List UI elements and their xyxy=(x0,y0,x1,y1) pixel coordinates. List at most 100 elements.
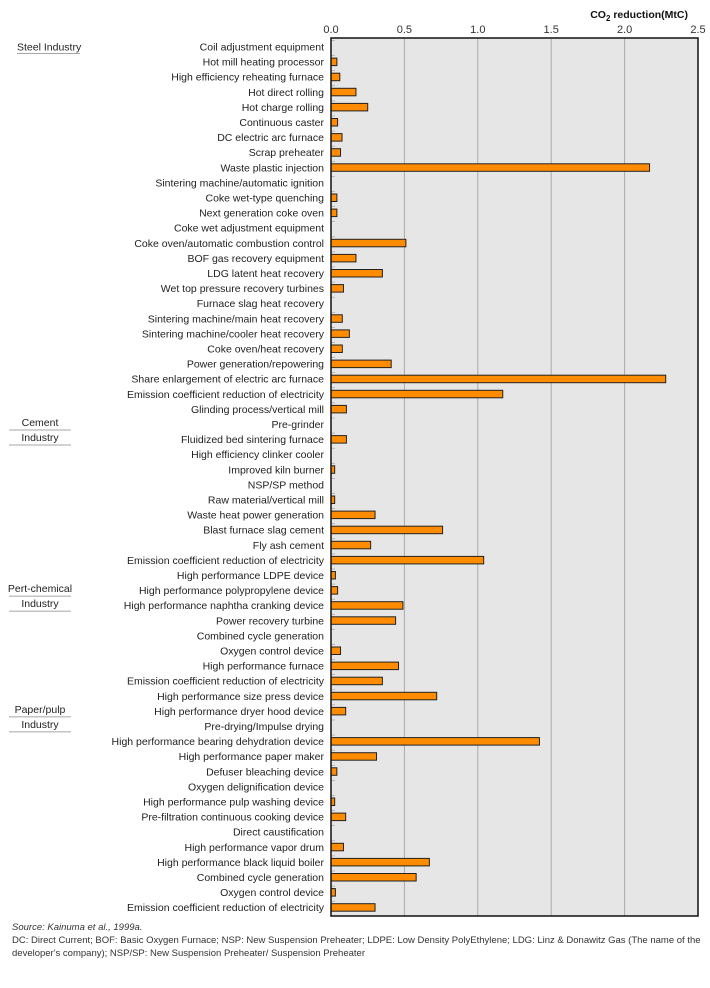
category-label: Fluidized bed sintering furnace xyxy=(181,434,324,446)
category-label: Oxygen control device xyxy=(220,887,324,899)
chart-notes: Source: Kainuma et al., 1999a. DC: Direc… xyxy=(12,921,702,960)
category-label: Emission coefficient reduction of electr… xyxy=(127,676,325,688)
category-label: Coke oven/heat recovery xyxy=(207,344,324,356)
group-label: Industry xyxy=(21,719,59,731)
bar xyxy=(330,148,342,157)
bar xyxy=(330,57,338,67)
bar xyxy=(330,72,341,82)
bar xyxy=(330,737,540,746)
bar xyxy=(330,329,350,338)
bar xyxy=(330,601,404,610)
bar xyxy=(330,284,344,293)
category-label: Coke wet-type quenching xyxy=(206,193,325,205)
category-label: Sintering machine/cooler heat recovery xyxy=(142,328,325,340)
category-label: Emission coefficient reduction of electr… xyxy=(127,389,325,401)
bar xyxy=(330,133,343,142)
x-tick-label: 1.5 xyxy=(544,24,559,36)
x-tick-label: 0.5 xyxy=(397,24,412,36)
category-label: Coil adjustment equipment xyxy=(200,42,324,54)
bar xyxy=(330,525,444,535)
x-tick-label: 2.5 xyxy=(690,24,705,36)
bar xyxy=(330,118,339,127)
category-label: High performance bearing dehydration dev… xyxy=(112,736,325,748)
group-label: Cement xyxy=(22,417,59,429)
bar xyxy=(330,208,338,218)
bar xyxy=(330,812,347,822)
category-label: Defuser bleaching device xyxy=(206,766,324,778)
bar xyxy=(330,616,397,625)
bar xyxy=(330,344,343,353)
category-label: Hot charge rolling xyxy=(242,102,324,114)
bar xyxy=(330,404,347,414)
bar xyxy=(330,661,400,671)
category-label: Combined cycle generation xyxy=(197,872,324,884)
category-label: Coke oven/automatic combustion control xyxy=(134,238,324,250)
category-label: Wet top pressure recovery turbines xyxy=(161,283,324,295)
bar xyxy=(330,193,338,202)
category-label: Emission coefficient reduction of electr… xyxy=(127,902,325,914)
bar xyxy=(330,540,372,550)
category-label: Continuous caster xyxy=(239,117,324,129)
bar xyxy=(330,752,378,761)
category-label: Coke wet adjustment equipment xyxy=(174,223,324,235)
bar xyxy=(330,857,430,867)
co2-reduction-bar-chart: 0.0 0.5 1.0 1.5 2.0 2.5 Coil adjustment equip… xyxy=(8,9,706,917)
abbreviations-note: DC: Direct Current; BOF: Basic Oxygen Fu… xyxy=(12,935,701,959)
category-label: Pre-filtration continuous cooking device xyxy=(141,812,324,824)
x-tick-label: 2.0 xyxy=(617,24,632,36)
category-label: Emission coefficient reduction of electr… xyxy=(127,555,325,567)
bar xyxy=(330,269,383,278)
category-label: Fly ash cement xyxy=(253,540,324,552)
bar xyxy=(330,646,342,655)
category-label: Furnace slag heat recovery xyxy=(197,298,325,310)
category-label: DC electric arc furnace xyxy=(217,132,324,144)
category-label: Share enlargement of electric arc furnac… xyxy=(131,374,324,386)
category-label: Power recovery turbine xyxy=(216,615,324,627)
group-label: Steel Industry xyxy=(17,42,82,54)
category-labels: Coil adjustment equipment Hot mill heatin… xyxy=(112,42,325,915)
category-label: Power generation/repowering xyxy=(187,359,324,371)
category-label: High performance paper maker xyxy=(179,751,325,763)
category-label: Pre-drying/Impulse drying xyxy=(204,721,324,733)
bar xyxy=(330,510,376,520)
bar xyxy=(330,374,667,384)
source-note: Source: Kainuma et al., 1999a. xyxy=(12,922,143,933)
category-label: Pre-grinder xyxy=(271,419,324,431)
bars xyxy=(330,40,667,912)
gridlines xyxy=(403,38,626,916)
bar xyxy=(330,767,338,776)
category-label: Waste plastic injection xyxy=(221,162,325,174)
bar xyxy=(330,253,357,263)
x-tick-label: 0.0 xyxy=(323,24,338,36)
category-label: Combined cycle generation xyxy=(197,630,324,642)
category-label: Hot direct rolling xyxy=(248,87,324,99)
category-label: High performance vapor drum xyxy=(185,842,325,854)
category-label: Raw material/vertical mill xyxy=(208,495,324,507)
bar xyxy=(330,87,357,97)
category-label: Scrap preheater xyxy=(249,147,325,159)
category-label: High performance size press device xyxy=(157,691,324,703)
category-label: High performance pulp washing device xyxy=(143,797,324,809)
x-tick-labels: 0.0 0.5 1.0 1.5 2.0 2.5 xyxy=(323,24,705,36)
category-label: High performance furnace xyxy=(203,661,325,673)
category-label: Waste heat power generation xyxy=(187,510,324,522)
bar xyxy=(330,102,369,112)
bar xyxy=(330,435,347,444)
bar xyxy=(330,314,343,323)
category-label: Next generation coke oven xyxy=(199,208,324,220)
group-label: Paper/pulp xyxy=(15,704,66,716)
bar xyxy=(330,903,376,912)
category-label: BOF gas recovery equipment xyxy=(187,253,324,265)
category-label: High performance polypropylene device xyxy=(139,585,324,597)
category-label: High performance dryer hood device xyxy=(154,706,324,718)
category-label: LDG latent heat recovery xyxy=(207,268,324,280)
bar xyxy=(330,586,339,595)
category-label: Direct caustification xyxy=(233,827,324,839)
category-label: Sintering machine/main heat recovery xyxy=(148,313,325,325)
category-label: High performance naphtha cranking device xyxy=(124,600,324,612)
category-label: High performance black liquid boiler xyxy=(157,857,324,869)
category-label: Sintering machine/automatic ignition xyxy=(155,177,324,189)
group-label: Pert-chemical xyxy=(8,583,72,595)
bar xyxy=(330,238,407,248)
bar xyxy=(330,691,438,701)
